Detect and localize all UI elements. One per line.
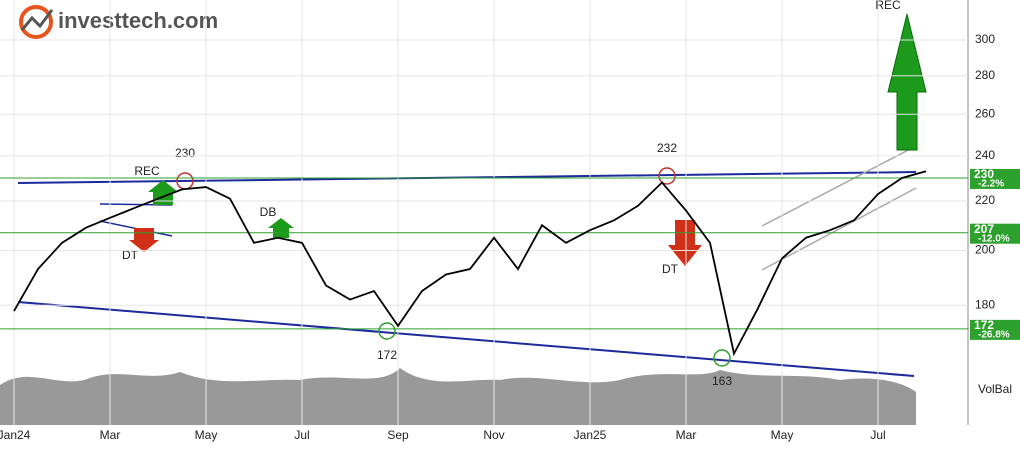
extreme-label: 232: [657, 141, 677, 155]
y-tick-label: 220: [975, 193, 995, 207]
x-tick-label: Nov: [483, 428, 504, 442]
sell-arrow: [129, 228, 159, 252]
x-tick-label: May: [195, 428, 218, 442]
y-tick-label: 280: [975, 68, 995, 82]
logo: investtech.com: [19, 5, 218, 39]
volbal-label: VolBal: [978, 382, 1012, 396]
x-tick-label: May: [771, 428, 794, 442]
x-tick-label: Jul: [870, 428, 885, 442]
signal-label: DB: [260, 205, 277, 219]
level-box: [970, 168, 1020, 189]
x-tick-label: Mar: [676, 428, 697, 442]
level-change: -2.2%: [978, 179, 1004, 190]
channel-line: [761, 187, 917, 271]
price-line: [13, 170, 927, 357]
trend-line: [17, 301, 915, 377]
x-tick-label: Mar: [100, 428, 121, 442]
bottom-marker: [378, 322, 396, 340]
y-tick-label: 240: [975, 148, 995, 162]
y-tick-label: 200: [975, 243, 995, 257]
y-tick-label: 300: [975, 32, 995, 46]
extreme-label: 172: [377, 348, 397, 362]
buy-arrow: [268, 218, 294, 238]
extreme-label: 163: [712, 374, 732, 388]
x-tick-label: Sep: [387, 428, 409, 442]
level-change: -26.8%: [978, 330, 1010, 341]
signal-label: REC: [875, 0, 901, 12]
x-tick-label: Jan25: [574, 428, 607, 442]
level-change: -12.0%: [978, 233, 1010, 244]
volume-area: [0, 368, 916, 425]
logo-icon: [19, 5, 53, 39]
sell-arrow: [668, 220, 702, 266]
level-value: 172: [974, 318, 994, 332]
signal-label: DT: [122, 248, 139, 262]
extreme-label: 230: [175, 146, 195, 160]
signal-label: DT: [662, 262, 679, 276]
y-tick-label: 180: [975, 297, 995, 311]
buy-arrow: [887, 13, 927, 151]
signal-label: REC: [134, 164, 160, 178]
level-value: 207: [974, 222, 994, 236]
level-box: [970, 319, 1020, 340]
y-tick-label: 260: [975, 106, 995, 120]
top-marker: [658, 167, 676, 185]
logo-icon: [20, 9, 54, 31]
level-value: 230: [974, 167, 994, 181]
bottom-marker: [713, 349, 731, 367]
x-tick-label: Jan24: [0, 428, 31, 442]
plot: 180 200 220 240 260 280 300 Jan24 Mar May Jul Sep No…: [0, 0, 1020, 442]
level-box: [970, 223, 1020, 244]
logo-text: investtech.com: [58, 8, 218, 33]
x-tick-label: Jul: [294, 428, 309, 442]
channel-line: [761, 145, 917, 227]
